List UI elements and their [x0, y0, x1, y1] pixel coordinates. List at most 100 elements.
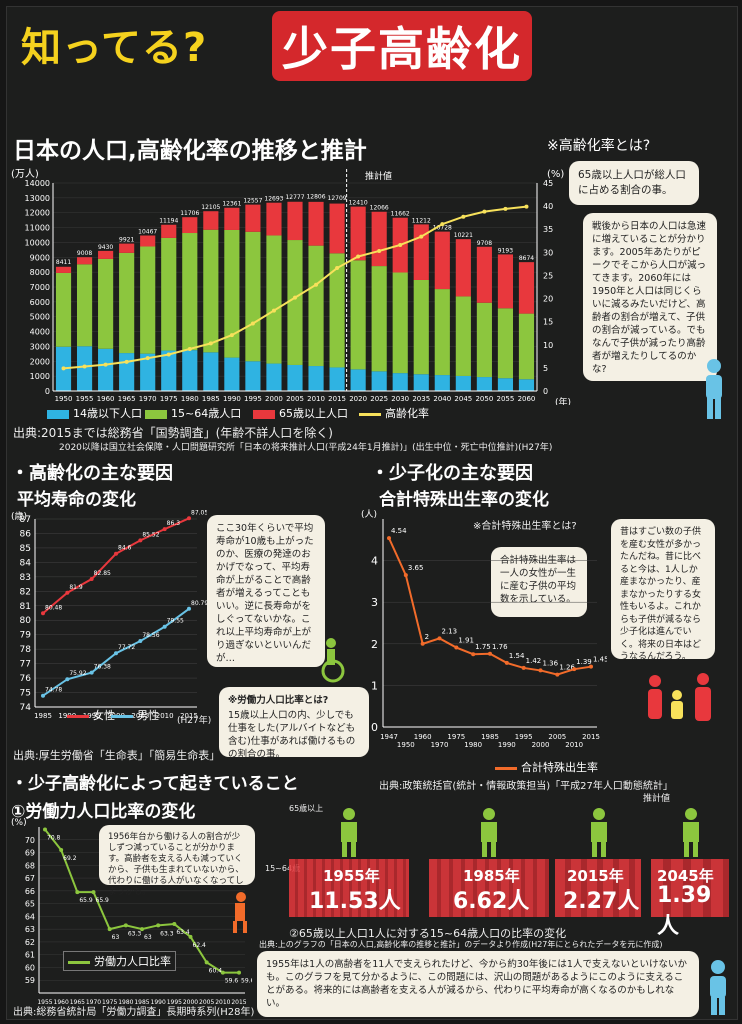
data-label: 70.8: [47, 835, 61, 842]
bar-elderly: [98, 250, 114, 259]
x-tick-label: 2005: [199, 999, 214, 1006]
total-label: 12410: [349, 200, 368, 207]
point: [172, 922, 177, 927]
x-tick-label: 2055: [497, 395, 515, 403]
y-tick-label: 79: [20, 631, 32, 641]
bar-elderly: [350, 206, 366, 261]
point: [89, 577, 94, 582]
y2-tick-label: 20: [543, 295, 553, 304]
y2-tick-label: 45: [543, 179, 553, 188]
y-tick-label: 4000: [30, 328, 50, 337]
rate-point: [524, 204, 529, 209]
legend-working: 15~64歳人口: [145, 405, 241, 421]
bar-young: [182, 350, 198, 391]
rate-point: [145, 356, 150, 361]
data-label: 63.4: [176, 929, 190, 936]
unit-year: (年): [555, 396, 571, 405]
point: [471, 652, 476, 657]
elder-figure-icon: [481, 808, 497, 857]
point: [454, 645, 459, 650]
family-icon: [648, 673, 711, 721]
birth-sub: 合計特殊出生率の変化: [379, 490, 549, 510]
x-tick-label: 1985: [34, 712, 52, 720]
x-tick-label: 1975: [447, 733, 465, 741]
effects-heading: ・少子高齢化によって起きていること: [11, 774, 299, 794]
y-tick-label: 2000: [30, 357, 50, 366]
x-tick-label: 2005: [286, 395, 304, 403]
y-tick-label: 84: [20, 558, 32, 568]
causes-sub: 平均寿命の変化: [17, 490, 136, 510]
bar-young: [287, 364, 303, 391]
x-tick-label: 2030: [391, 395, 409, 403]
point: [114, 651, 118, 656]
elder-figure-icon: [683, 808, 699, 857]
y-tick-label: 8000: [30, 268, 50, 277]
support-item-1955: 1955年 11.53人: [289, 807, 409, 925]
total-label: 8674: [519, 255, 534, 262]
x-tick-label: 2015: [328, 395, 346, 403]
y-tick-label: 61: [25, 951, 35, 960]
point: [59, 847, 64, 852]
y-tick-label: 0: [371, 721, 378, 734]
y-tick-label: 69: [25, 849, 35, 858]
bar-working: [413, 279, 429, 375]
legend-female: 女性: [67, 707, 115, 723]
data-label: 80.79: [191, 600, 207, 607]
definition-note: 65歳以上人口が総人口に占める割合の事。: [569, 161, 699, 205]
data-label: 59.6: [241, 978, 252, 985]
legend-labor: 労働力人口比率: [63, 951, 176, 971]
rate-point: [271, 308, 276, 313]
x-tick-label: 1990: [498, 741, 516, 749]
labor-definition: ※労働力人口比率とは? 15歳以上人口の内、少しでも仕事をした(アルバイトなども…: [219, 687, 369, 760]
x-tick-label: 2000: [265, 395, 283, 403]
bar-elderly: [224, 207, 240, 230]
bar-working: [518, 313, 535, 380]
data-label: 65.9: [79, 897, 93, 904]
rate-point: [377, 248, 382, 253]
labor-note: 1956年台から働ける人の割合が少しずつ減っていることが分かります。高齢者を支え…: [99, 825, 255, 897]
x-tick-label: 1950: [55, 395, 73, 403]
data-label: 62.4: [193, 942, 207, 949]
x-tick-label: 2000: [532, 741, 550, 749]
y2-tick-label: 30: [543, 248, 553, 257]
rate-point: [440, 222, 445, 227]
support-value: 2.27人: [563, 889, 640, 914]
bar-working: [98, 258, 114, 349]
poster: 知ってる? 少子高齢化 日本の人口,高齢化率の推移と推計 ※高齢化率とは? 65…: [6, 6, 738, 1020]
x-tick-label: 1980: [464, 741, 482, 749]
y-tick-label: 67: [25, 874, 35, 883]
legend-young: 14歳以下人口: [47, 405, 142, 421]
data-label: 77.72: [118, 644, 135, 651]
y2-tick-label: 25: [543, 271, 553, 280]
label-elder: 65歳以上: [289, 804, 324, 813]
y-tick-label: 3000: [30, 342, 50, 351]
point: [43, 827, 47, 832]
x-tick-label: 2035: [412, 395, 430, 403]
point: [162, 527, 167, 532]
bar-working: [203, 229, 219, 353]
y-tick-label: 76: [20, 674, 32, 684]
x-tick-label: 1955: [37, 999, 52, 1006]
data-label: 1.91: [458, 637, 474, 645]
point: [403, 573, 408, 578]
data-label: 80.48: [45, 604, 62, 611]
bar-young: [476, 377, 492, 391]
x-tick-label: 2010: [156, 712, 174, 720]
bar-working: [182, 233, 198, 351]
x-tick-label: 1995: [83, 712, 101, 720]
population-chart: (万人) (%) (年) 推計値 84119008943099211046711…: [11, 168, 571, 405]
rate-point: [293, 295, 297, 300]
bar-young: [518, 379, 535, 391]
data-label: 79.55: [167, 618, 184, 625]
bar-working: [350, 260, 366, 370]
data-label: 63: [144, 934, 152, 941]
x-tick-label: 2005: [548, 733, 566, 741]
data-label: 3.65: [408, 564, 424, 572]
point: [41, 693, 45, 698]
bar-young: [161, 350, 177, 391]
x-tick-label: 1955: [76, 395, 94, 403]
point: [521, 665, 526, 670]
x-tick-label: 1950: [397, 741, 415, 749]
y-tick-label: 12000: [25, 209, 50, 218]
birth-source: 出典:政策統括官(統計・情報政策担当)「平成27年人口動態統計」: [379, 781, 673, 792]
